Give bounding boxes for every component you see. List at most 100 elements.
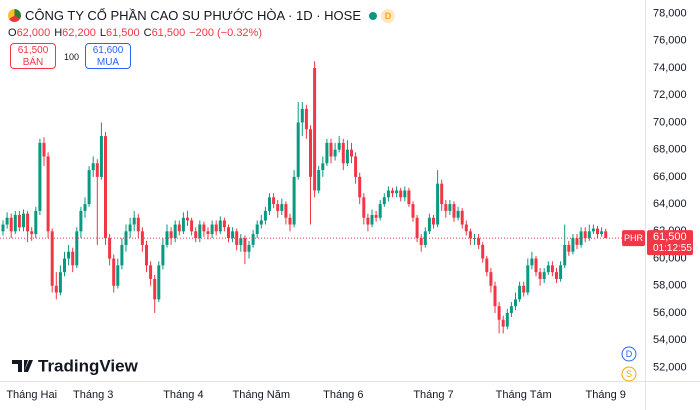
candle-body	[538, 272, 542, 279]
candle-body	[509, 306, 513, 313]
candle-body	[514, 299, 517, 307]
candle-body	[309, 129, 312, 177]
y-tick-label: 58,000	[653, 280, 687, 292]
candle-body	[481, 244, 485, 259]
y-tick-label: 78,000	[653, 8, 687, 20]
ohlc-value: 62,200	[62, 27, 96, 39]
candle-body	[546, 265, 550, 273]
candle-body	[136, 217, 140, 232]
candle-body	[251, 234, 255, 245]
candle-body	[108, 238, 112, 259]
ohlc-row: O62,000 H62,200 L61,500 C61,500 −200 (−0.32%…	[8, 27, 266, 39]
candle-body	[54, 285, 58, 293]
y-tick-label: 56,000	[653, 307, 687, 319]
candle-body	[22, 213, 25, 228]
y-tick-label: 74,000	[653, 62, 687, 74]
ohlc-key: H	[54, 27, 63, 39]
candle-body	[526, 265, 530, 293]
candle-body	[17, 214, 21, 228]
badge-circle[interactable]	[621, 366, 637, 382]
candle-body	[563, 244, 567, 266]
candle-body	[452, 204, 456, 218]
candle-body	[132, 217, 136, 225]
candle-body	[555, 272, 558, 279]
x-tick-label: Tháng 9	[586, 389, 626, 401]
candle-body	[501, 319, 505, 327]
candle-body	[13, 214, 17, 232]
candle-body	[296, 122, 300, 177]
badge-circle[interactable]	[621, 346, 637, 362]
candle-body	[181, 217, 185, 232]
candle-body	[190, 220, 194, 232]
candle-body	[222, 220, 226, 228]
candle-body	[325, 142, 329, 164]
candle-body	[436, 183, 440, 225]
candle-body	[116, 265, 120, 286]
candle-body	[374, 214, 378, 218]
candle-body	[456, 210, 460, 218]
candle-body	[522, 285, 526, 293]
candle-body	[345, 149, 349, 164]
candle-body	[427, 217, 431, 232]
candle-body	[600, 231, 604, 235]
candle-body	[288, 217, 292, 225]
interval-badge: D	[381, 8, 395, 23]
ohlc-key: O	[8, 27, 17, 39]
candle-body	[313, 68, 317, 191]
candle-body	[493, 285, 497, 307]
candle-body	[489, 272, 493, 286]
y-tick-label: 68,000	[653, 144, 687, 156]
y-tick-label: 70,000	[653, 116, 687, 128]
candle-body	[128, 224, 132, 232]
candle-body	[259, 220, 263, 225]
candle-body	[145, 244, 148, 266]
brand: TradingView	[38, 356, 139, 375]
candle-body	[350, 149, 353, 157]
candle-body	[604, 231, 608, 239]
badge-text: S	[626, 369, 632, 379]
candle-body	[157, 265, 161, 300]
candle-body	[42, 142, 46, 157]
candle-body	[140, 231, 144, 245]
candle-body	[321, 163, 325, 171]
candle-body	[227, 227, 230, 239]
candle-body	[255, 224, 259, 235]
candle-body	[210, 224, 214, 235]
candle-body	[58, 272, 62, 293]
candle-body	[202, 224, 206, 232]
candle-body	[304, 108, 308, 130]
candle-body	[206, 231, 210, 235]
candle-body	[419, 238, 423, 245]
candle-body	[173, 224, 177, 239]
candle-body	[362, 197, 366, 218]
candle-body	[231, 231, 235, 239]
candle-body	[186, 217, 189, 221]
candle-body	[477, 238, 481, 245]
buy-button[interactable]: 61,600 MUA	[85, 43, 131, 69]
candle-body	[34, 210, 38, 235]
candle-body	[464, 224, 468, 232]
candle-body	[79, 210, 83, 232]
candle-body	[403, 190, 407, 198]
candle-body	[382, 197, 386, 205]
candle-body	[542, 272, 546, 279]
candle-body	[272, 197, 276, 205]
candle-body	[337, 142, 341, 150]
candle-body	[432, 217, 435, 225]
candle-body	[91, 163, 95, 171]
candle-body	[95, 163, 99, 177]
candle-body	[534, 258, 538, 273]
candle-body	[276, 204, 280, 211]
candle-body	[120, 244, 124, 266]
candle-body	[194, 231, 198, 239]
ohlc-value: 61,500	[151, 27, 186, 39]
candle-body	[9, 217, 13, 232]
candle-body	[587, 231, 591, 239]
sell-button[interactable]: 61,500 BÁN	[10, 43, 56, 69]
candle-body	[263, 210, 267, 221]
candle-body	[161, 244, 165, 266]
candle-body	[358, 176, 362, 198]
candle-body	[550, 265, 554, 273]
